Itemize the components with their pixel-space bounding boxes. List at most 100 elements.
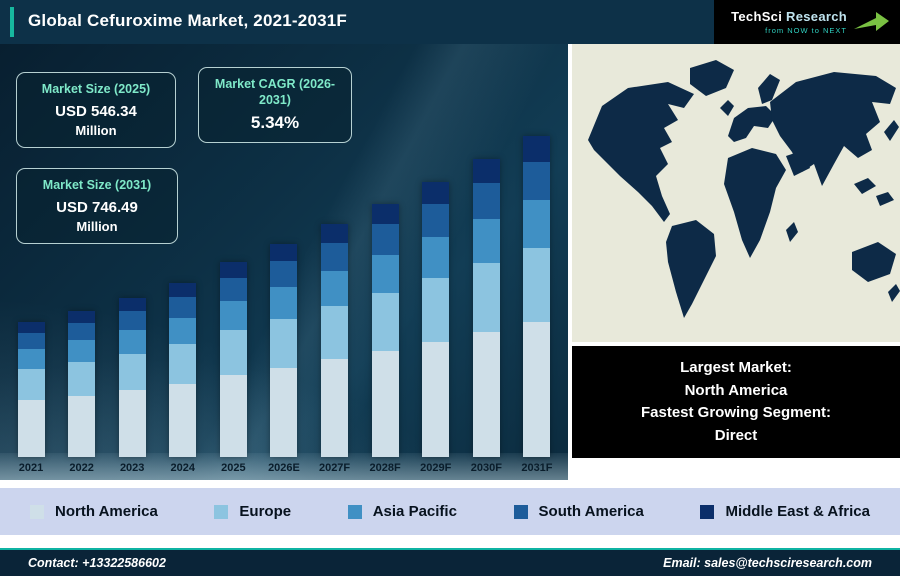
stacked-bar-2031f — [523, 136, 551, 457]
stat-unit: Million — [76, 218, 118, 234]
header-accent-bar — [10, 7, 14, 37]
x-axis-label-2024: 2024 — [170, 462, 196, 474]
info-line: North America — [684, 381, 788, 399]
bar-column-2031f: 2031F — [514, 136, 560, 474]
stat-value: USD 546.34 — [55, 102, 137, 120]
stat-box-market-size-2031: Market Size (2031) USD 746.49 Million — [16, 168, 178, 244]
segment-middle-east-africa — [270, 244, 298, 262]
footer-contact: Contact: +13322586602 — [28, 556, 166, 570]
market-highlights-box: Largest Market: North America Fastest Gr… — [572, 346, 900, 458]
legend-swatch-north-america — [30, 504, 44, 519]
legend: North America Europe Asia Pacific South Ame… — [0, 488, 900, 535]
legend-label-south-america: South America — [538, 503, 644, 520]
bar-column-2026e: 2026E — [261, 244, 307, 474]
x-axis-label-2022: 2022 — [69, 462, 94, 474]
segment-middle-east-africa — [219, 262, 247, 278]
segment-middle-east-africa — [321, 224, 349, 243]
stacked-bar-2027f — [321, 224, 349, 457]
bar-column-2029f: 2029F — [413, 182, 459, 474]
segment-asia-pacific — [17, 349, 45, 370]
stat-box-market-cagr: Market CAGR (2026-2031) 5.34% — [198, 67, 352, 144]
segment-asia-pacific — [68, 340, 96, 363]
segment-south-america — [422, 203, 450, 237]
segment-europe — [68, 362, 96, 396]
bar-column-2021: 2021 — [8, 322, 54, 474]
segment-south-america — [17, 332, 45, 349]
segment-north-america — [169, 383, 197, 457]
segment-south-america — [472, 182, 500, 219]
bar-column-2027f: 2027F — [312, 224, 358, 474]
legend-swatch-europe — [214, 504, 229, 519]
logo-brand: TechSci Research — [731, 9, 847, 24]
segment-south-america — [68, 322, 96, 341]
logo-text: TechSci Research from NOW to NEXT — [731, 9, 847, 35]
segment-asia-pacific — [371, 254, 399, 293]
stacked-bar-2025 — [219, 262, 247, 458]
segment-europe — [371, 292, 399, 351]
segment-south-america — [523, 161, 551, 201]
segment-south-america — [321, 242, 349, 271]
stacked-bar-2030f — [472, 159, 500, 458]
segment-south-america — [118, 310, 146, 330]
segment-north-america — [321, 359, 349, 457]
segment-middle-east-africa — [68, 311, 96, 323]
header-bar: Global Cefuroxime Market, 2021-2031F Tec… — [0, 0, 900, 44]
segment-europe — [472, 263, 500, 332]
legend-label-asia-pacific: Asia Pacific — [372, 503, 457, 520]
world-map-svg — [572, 44, 900, 342]
logo-brand-secondary: Research — [786, 9, 847, 24]
techsci-logo: TechSci Research from NOW to NEXT — [714, 0, 900, 44]
bar-column-2022: 2022 — [59, 311, 105, 474]
legend-item-asia-pacific: Asia Pacific — [347, 503, 457, 520]
segment-asia-pacific — [422, 237, 450, 279]
segment-north-america — [422, 341, 450, 458]
stacked-bar-2026e — [270, 244, 298, 457]
bar-chart: 2021 2022 2023 2024 2025 2026E 2027F 2028F 2029F… — [8, 122, 560, 474]
legend-swatch-south-america — [513, 504, 528, 519]
segment-europe — [17, 369, 45, 401]
segment-north-america — [219, 375, 247, 458]
info-line: Direct — [714, 426, 758, 444]
stacked-bar-2024 — [169, 283, 197, 457]
segment-europe — [118, 353, 146, 391]
stacked-bar-2022 — [68, 311, 96, 457]
legend-swatch-asia-pacific — [347, 504, 362, 519]
segment-europe — [219, 330, 247, 376]
legend-swatch-middle-east-africa — [700, 504, 715, 519]
world-map — [572, 44, 900, 342]
segment-south-america — [371, 224, 399, 255]
legend-item-north-america: North America — [30, 503, 158, 520]
x-axis-label-2026e: 2026E — [268, 462, 300, 474]
legend-item-south-america: South America — [513, 503, 644, 520]
segment-south-america — [219, 277, 247, 301]
segment-middle-east-africa — [523, 136, 551, 162]
bar-column-2024: 2024 — [160, 283, 206, 474]
bar-column-2025: 2025 — [210, 262, 256, 474]
segment-north-america — [118, 390, 146, 457]
segment-middle-east-africa — [118, 298, 146, 311]
legend-item-middle-east-africa: Middle East & Africa — [700, 503, 870, 520]
segment-europe — [169, 343, 197, 384]
x-axis-label-2021: 2021 — [18, 462, 44, 474]
segment-south-america — [270, 261, 298, 287]
segment-europe — [270, 318, 298, 368]
segment-south-america — [169, 296, 197, 318]
info-line: Fastest Growing Segment: — [640, 404, 832, 421]
segment-north-america — [68, 395, 96, 457]
x-axis-label-2030f: 2030F — [470, 462, 502, 474]
legend-item-europe: Europe — [214, 503, 291, 520]
x-axis-label-2029f: 2029F — [420, 462, 452, 474]
stat-label: Market CAGR (2026-2031) — [214, 77, 336, 107]
stat-value: 5.34% — [250, 113, 300, 133]
segment-middle-east-africa — [371, 204, 399, 225]
segment-asia-pacific — [472, 218, 500, 264]
segment-europe — [422, 278, 450, 342]
segment-north-america — [371, 350, 399, 457]
segment-asia-pacific — [321, 270, 349, 306]
x-axis-label-2028f: 2028F — [369, 462, 401, 474]
segment-asia-pacific — [169, 317, 197, 344]
footer-bar: Contact: +13322586602 Email: sales@techs… — [0, 548, 900, 576]
stat-unit: Million — [75, 122, 117, 138]
x-axis-label-2023: 2023 — [119, 462, 145, 474]
